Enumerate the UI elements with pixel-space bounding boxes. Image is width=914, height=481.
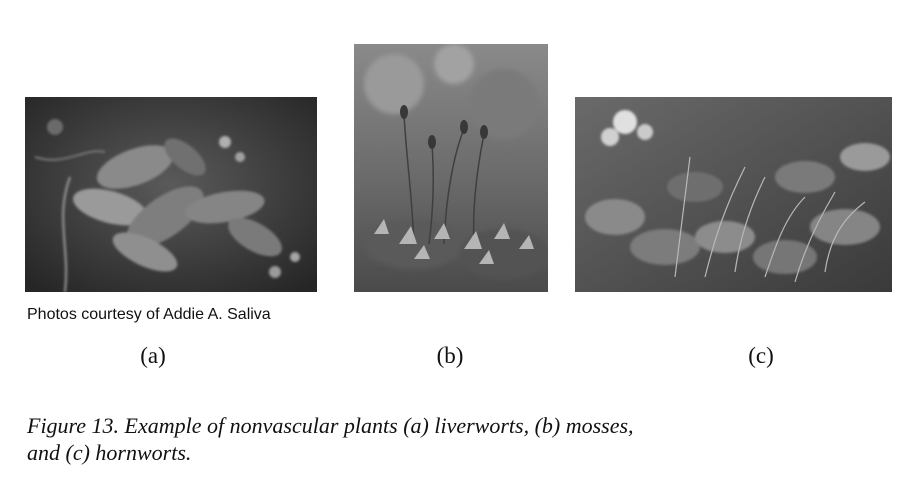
caption-line-1: Figure 13. Example of nonvascular plants…	[27, 413, 634, 438]
figure-caption: Figure 13. Example of nonvascular plants…	[27, 412, 827, 466]
hornworts-photo	[575, 97, 892, 292]
liverworts-photo	[25, 97, 317, 292]
label-b: (b)	[436, 343, 464, 368]
label-c: (c)	[748, 343, 774, 368]
caption-line-2: and (c) hornworts.	[27, 440, 192, 465]
label-a: (a)	[140, 343, 166, 368]
mosses-photo	[354, 44, 548, 292]
photo-credit: Photos courtesy of Addie A. Saliva	[27, 306, 271, 323]
